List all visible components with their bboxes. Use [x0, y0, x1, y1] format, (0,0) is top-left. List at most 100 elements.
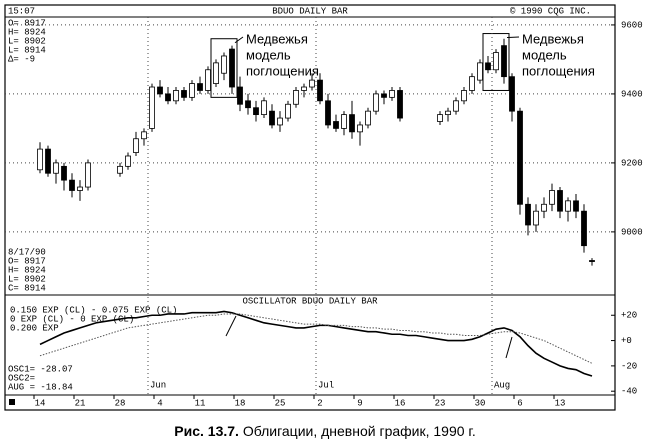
readout-bottom: 8/17/90	[8, 247, 46, 257]
y-tick-label: 9600	[621, 20, 643, 30]
candle-body	[237, 86, 243, 105]
month-label: Jun	[150, 380, 166, 390]
y-tick-label: +20	[621, 311, 637, 321]
x-tick-label: 21	[75, 398, 86, 408]
candle-body	[589, 260, 595, 262]
candle-body	[381, 93, 387, 98]
arrow	[225, 315, 237, 337]
arrow	[505, 336, 513, 359]
candle-body	[477, 62, 483, 81]
candle-body	[317, 79, 323, 102]
osc-line	[39, 310, 593, 377]
legend-text: 0.150 EXP (CL) - 0.075 EXP (CL)	[10, 305, 177, 315]
candle-body	[453, 100, 459, 112]
candle-body	[213, 62, 219, 84]
candle-body	[373, 93, 379, 112]
readout-bottom: C= 8914	[8, 283, 46, 293]
candle-body	[397, 90, 403, 119]
annotation-text: Медвежья	[246, 31, 308, 46]
candle-body	[341, 114, 347, 129]
x-tick-label: 13	[555, 398, 566, 408]
candle-body	[293, 90, 299, 105]
candle-body	[469, 76, 475, 91]
caption-label: Рис. 13.7.	[174, 423, 239, 439]
candle-body	[365, 110, 371, 126]
candle-body	[541, 203, 547, 212]
candle-body	[557, 190, 563, 212]
candle-body	[125, 155, 131, 167]
header-title: BDUO DAILY BAR	[272, 6, 348, 16]
candle-body	[573, 200, 579, 212]
candle-body	[565, 200, 571, 212]
candle-body	[581, 210, 587, 247]
candle-body	[325, 100, 331, 126]
candle-body	[245, 100, 251, 109]
candle-body	[53, 162, 59, 174]
x-tick-label: 14	[35, 398, 46, 408]
candle-body	[221, 55, 227, 74]
candle-body	[181, 90, 187, 98]
candle-body	[485, 62, 491, 71]
candle-body	[253, 107, 259, 116]
candle-body	[69, 179, 75, 191]
y-tick-label: -20	[621, 361, 637, 371]
x-tick-label: 9	[357, 398, 362, 408]
candle-body	[501, 45, 507, 78]
candle-body	[309, 79, 315, 88]
caption: Рис. 13.7. Облигации, дневной график, 19…	[174, 423, 475, 439]
readout-bottom: L= 8902	[8, 274, 46, 284]
annotation-text: Медвежья	[522, 31, 584, 46]
y-tick-label: -40	[621, 387, 637, 397]
readout-top: Δ= -9	[8, 54, 35, 64]
candle-body	[61, 165, 67, 181]
readout-top: O= 8917	[8, 18, 46, 28]
candle-body	[333, 121, 339, 129]
candle-body	[133, 138, 139, 153]
candle-body	[85, 162, 91, 188]
candle-body	[261, 100, 267, 116]
x-tick-label: 28	[115, 398, 126, 408]
x-tick-label: 6	[517, 398, 522, 408]
candle-body	[445, 110, 451, 116]
y-tick-label: 9200	[621, 158, 643, 168]
y-tick-label: 9000	[621, 227, 643, 237]
candle-body	[77, 186, 83, 191]
candle-body	[525, 203, 531, 226]
candle-body	[349, 114, 355, 133]
annotation-text: поглощения	[246, 63, 319, 78]
month-label: Jul	[318, 380, 334, 390]
x-tick-label: 23	[435, 398, 446, 408]
readout: OSC2=	[8, 373, 35, 383]
readout: AUG = -18.84	[8, 382, 73, 392]
x-tick-label: 16	[395, 398, 406, 408]
x-tick-label: 25	[275, 398, 286, 408]
month-label: Aug	[494, 380, 510, 390]
legend-text: 0.200 EXP	[10, 323, 59, 333]
annotation-box	[210, 38, 238, 98]
candle-body	[357, 124, 363, 133]
candle-body	[229, 48, 235, 88]
candle-body	[45, 148, 51, 174]
candle-body	[157, 86, 163, 95]
osc-line	[39, 313, 593, 364]
y-tick-label: 9400	[621, 89, 643, 99]
y-tick-label: +0	[621, 336, 632, 346]
candle-body	[493, 52, 499, 71]
x-tick-label: 30	[475, 398, 486, 408]
candle-body	[517, 110, 523, 205]
candle-body	[285, 103, 291, 119]
candle-body	[389, 90, 395, 98]
candle-body	[269, 110, 275, 126]
frame	[4, 4, 616, 411]
candle-body	[205, 69, 211, 91]
annotation-text: модель	[522, 47, 567, 62]
annotation-text: модель	[246, 47, 291, 62]
legend-text: 0 EXP (CL) - 0 EXP (CL)	[10, 314, 134, 324]
x-tick-label: 4	[157, 398, 162, 408]
candle-body	[173, 90, 179, 102]
readout-bottom: O= 8917	[8, 256, 46, 266]
readout-top: L= 8914	[8, 45, 46, 55]
candle-body	[197, 83, 203, 91]
